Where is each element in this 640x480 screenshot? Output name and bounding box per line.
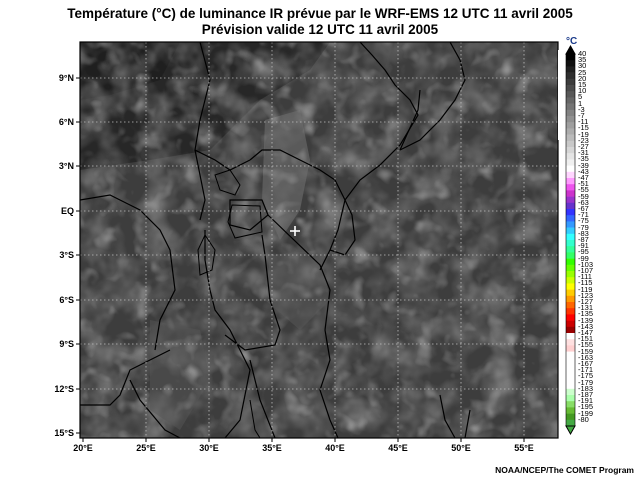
scale-label: -139 bbox=[578, 315, 594, 325]
scale-label: -59 bbox=[578, 191, 589, 201]
scale-label: -39 bbox=[578, 160, 589, 170]
lon-label: 40°E bbox=[325, 443, 345, 453]
lon-label: 55°E bbox=[514, 443, 534, 453]
lat-label: 6°N bbox=[58, 117, 74, 127]
scale-label: -107 bbox=[578, 266, 594, 275]
scale-label: -63 bbox=[578, 197, 589, 207]
scale-unit: °C bbox=[566, 36, 578, 47]
scale-label: -135 bbox=[578, 309, 594, 319]
scale-label: -55 bbox=[578, 185, 589, 195]
scale-label: 35 bbox=[578, 55, 587, 65]
scale-label: 15 bbox=[578, 80, 587, 89]
scale-label: -163 bbox=[578, 352, 594, 362]
map-title: Température (°C) de luminance IR prévue … bbox=[67, 6, 573, 21]
scale-label: -79 bbox=[578, 222, 589, 232]
scale-label: -3 bbox=[578, 104, 585, 114]
lat-label: 9°S bbox=[59, 339, 74, 349]
scale-label: -75 bbox=[578, 216, 589, 226]
scale-label: -179 bbox=[578, 377, 594, 387]
scale-label: -127 bbox=[578, 297, 594, 306]
scale-label: -67 bbox=[578, 204, 589, 213]
map-frame bbox=[79, 41, 559, 439]
lon-label: 20°E bbox=[73, 443, 93, 453]
scale-label: -80 bbox=[578, 414, 589, 424]
map-subtitle: Prévision valide 12 UTC 11 avril 2005 bbox=[201, 22, 439, 37]
scale-label: -123 bbox=[578, 290, 594, 300]
scale-label: 10 bbox=[578, 86, 587, 96]
scale-label: -167 bbox=[578, 359, 594, 368]
scale-label: -35 bbox=[578, 154, 589, 164]
scale-label: -27 bbox=[578, 142, 589, 151]
scale-label: -43 bbox=[578, 166, 589, 176]
credit-text: NOAA/NCEP/The COMET Program bbox=[495, 465, 634, 475]
scale-label: -47 bbox=[578, 173, 589, 182]
lon-label: 35°E bbox=[262, 443, 282, 453]
scale-label: -7 bbox=[578, 111, 585, 120]
scale-label: -191 bbox=[578, 396, 594, 406]
scale-label: -187 bbox=[578, 390, 594, 399]
scale-label: -119 bbox=[578, 284, 593, 294]
scale-label: -31 bbox=[578, 148, 589, 158]
scale-label: -11 bbox=[578, 117, 589, 127]
scale-label: -115 bbox=[578, 278, 593, 288]
scale-label: -131 bbox=[578, 303, 594, 313]
terrain-texture bbox=[80, 42, 558, 438]
scale-label: -159 bbox=[578, 346, 594, 356]
lat-label: 12°S bbox=[54, 384, 74, 394]
scale-label: 30 bbox=[578, 61, 587, 71]
scale-label: -15 bbox=[578, 123, 589, 133]
lat-label: 3°N bbox=[58, 161, 74, 171]
scale-label: 25 bbox=[578, 67, 587, 77]
lat-label: 6°S bbox=[59, 295, 74, 305]
scale-label: -143 bbox=[578, 321, 594, 331]
location-marker-cross bbox=[290, 226, 300, 236]
scale-label: -19 bbox=[578, 129, 589, 139]
axis-ticks bbox=[76, 77, 525, 442]
lat-label: 3°S bbox=[59, 250, 74, 260]
lat-label: EQ bbox=[60, 206, 74, 216]
lon-label: 30°E bbox=[199, 443, 219, 453]
scale-label: -23 bbox=[578, 135, 589, 145]
scale-label: -51 bbox=[578, 179, 589, 189]
scale-label: -111 bbox=[578, 272, 592, 282]
scale-label: 1 bbox=[578, 98, 583, 108]
scale-label: -171 bbox=[578, 365, 594, 375]
scale-label: -71 bbox=[578, 210, 589, 220]
scale-label: -195 bbox=[578, 402, 594, 412]
lat-label: 15°S bbox=[54, 428, 74, 438]
lon-label: 50°E bbox=[451, 443, 471, 453]
scale-label: -95 bbox=[578, 247, 589, 257]
scale-label: 20 bbox=[578, 73, 587, 83]
scale-label: -155 bbox=[578, 340, 594, 350]
scale-label: -151 bbox=[578, 334, 594, 344]
scale-label: -99 bbox=[578, 253, 589, 263]
scale-label: -147 bbox=[578, 328, 594, 337]
scale-label: -91 bbox=[578, 241, 589, 251]
lat-label: 9°N bbox=[58, 73, 74, 83]
scale-label: 5 bbox=[578, 92, 583, 102]
lake-outlines bbox=[197, 169, 263, 438]
scale-label: -87 bbox=[578, 235, 589, 244]
scale-label: -175 bbox=[578, 371, 594, 381]
scale-label: -103 bbox=[578, 259, 594, 269]
scale-label: 40 bbox=[578, 49, 587, 58]
scale-label: -183 bbox=[578, 383, 594, 393]
lon-label: 25°E bbox=[136, 443, 156, 453]
scale-label: -83 bbox=[578, 228, 589, 238]
scale-label: -199 bbox=[578, 408, 594, 418]
lon-label: 45°E bbox=[388, 443, 408, 453]
